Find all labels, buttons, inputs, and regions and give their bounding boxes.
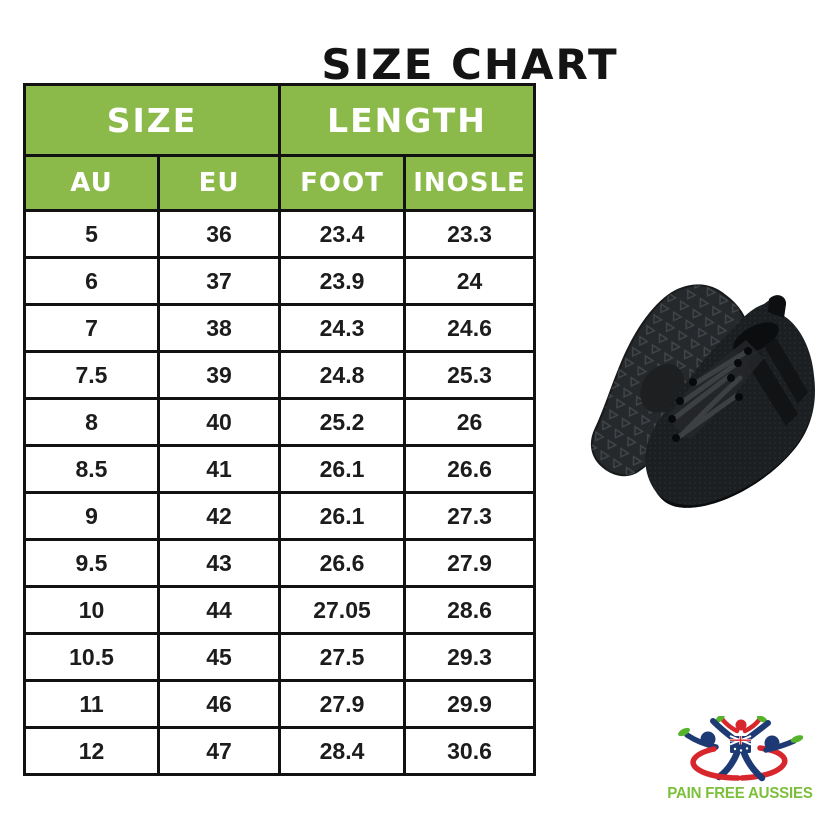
table-cell: 28.6 (402, 585, 537, 635)
table-cell: 27.9 (402, 538, 537, 588)
table-cell: 24.6 (402, 303, 537, 353)
table-cell: 40 (157, 397, 281, 447)
table-cell: 8.5 (23, 444, 160, 494)
table-cell: 7 (23, 303, 160, 353)
table-cell: 46 (157, 679, 281, 729)
size-table-body: 5 36 23.4 23.3 6 37 23.9 24 7 38 24.3 24.6 7.5 39 24.8… (23, 209, 537, 776)
table-cell: 24.3 (278, 303, 406, 353)
table-cell: 24 (402, 256, 537, 306)
table-cell: 41 (157, 444, 281, 494)
table-row: 12 47 28.4 30.6 (23, 726, 537, 776)
table-cell: 12 (23, 726, 160, 776)
table-cell: 36 (157, 209, 281, 259)
group-header-row: SIZE LENGTH (23, 83, 537, 157)
table-cell: 37 (157, 256, 281, 306)
table-row: 9 42 26.1 27.3 (23, 491, 537, 541)
column-header-row: AU EU FOOT INOSLE (23, 154, 537, 212)
table-cell: 27.05 (278, 585, 406, 635)
australian-flag-icon (729, 735, 752, 753)
table-cell: 30.6 (402, 726, 537, 776)
table-cell: 25.2 (278, 397, 406, 447)
table-cell: 26.6 (402, 444, 537, 494)
table-cell: 29.3 (402, 632, 537, 682)
table-cell: 27.9 (278, 679, 406, 729)
page-title: SIZE CHART (321, 40, 619, 90)
table-row: 10.5 45 27.5 29.3 (23, 632, 537, 682)
table-row: 7.5 39 24.8 25.3 (23, 350, 537, 400)
table-cell: 7.5 (23, 350, 160, 400)
table-cell: 27.5 (278, 632, 406, 682)
table-row: 10 44 27.05 28.6 (23, 585, 537, 635)
table-cell: 42 (157, 491, 281, 541)
table-cell: 10 (23, 585, 160, 635)
group-header-size: SIZE (23, 83, 281, 157)
size-chart-table: SIZE LENGTH AU EU FOOT INOSLE 5 36 23.4 23.… (23, 83, 537, 776)
table-row: 8.5 41 26.1 26.6 (23, 444, 537, 494)
column-header-eu: EU (157, 154, 281, 212)
table-cell: 9.5 (23, 538, 160, 588)
logo-text: PAIN FREE AUSSIES (667, 785, 813, 802)
table-cell: 26.1 (278, 491, 406, 541)
column-header-au: AU (23, 154, 160, 212)
table-row: 9.5 43 26.6 27.9 (23, 538, 537, 588)
table-cell: 45 (157, 632, 281, 682)
table-cell: 39 (157, 350, 281, 400)
table-cell: 25.3 (402, 350, 537, 400)
table-cell: 9 (23, 491, 160, 541)
table-cell: 11 (23, 679, 160, 729)
table-row: 6 37 23.9 24 (23, 256, 537, 306)
column-header-inosle: INOSLE (402, 154, 537, 212)
table-cell: 23.4 (278, 209, 406, 259)
table-cell: 24.8 (278, 350, 406, 400)
table-row: 8 40 25.2 26 (23, 397, 537, 447)
table-cell: 27.3 (402, 491, 537, 541)
table-cell: 5 (23, 209, 160, 259)
table-cell: 26 (402, 397, 537, 447)
table-cell: 10.5 (23, 632, 160, 682)
pain-free-aussies-logo-icon (678, 716, 804, 782)
table-cell: 23.3 (402, 209, 537, 259)
table-cell: 23.9 (278, 256, 406, 306)
table-cell: 29.9 (402, 679, 537, 729)
table-cell: 6 (23, 256, 160, 306)
table-cell: 44 (157, 585, 281, 635)
table-cell: 8 (23, 397, 160, 447)
shoe-side-view (645, 295, 816, 508)
table-row: 7 38 24.3 24.6 (23, 303, 537, 353)
table-cell: 47 (157, 726, 281, 776)
table-cell: 26.6 (278, 538, 406, 588)
table-row: 11 46 27.9 29.9 (23, 679, 537, 729)
table-cell: 28.4 (278, 726, 406, 776)
column-header-foot: FOOT (278, 154, 406, 212)
group-header-length: LENGTH (277, 83, 537, 157)
black-sneakers-photo (590, 284, 816, 508)
table-cell: 26.1 (278, 444, 406, 494)
heel-tab (768, 295, 786, 318)
table-cell: 38 (157, 303, 281, 353)
brand-logo: PAIN FREE AUSSIES (662, 716, 818, 803)
table-cell: 43 (157, 538, 281, 588)
table-row: 5 36 23.4 23.3 (23, 209, 537, 259)
